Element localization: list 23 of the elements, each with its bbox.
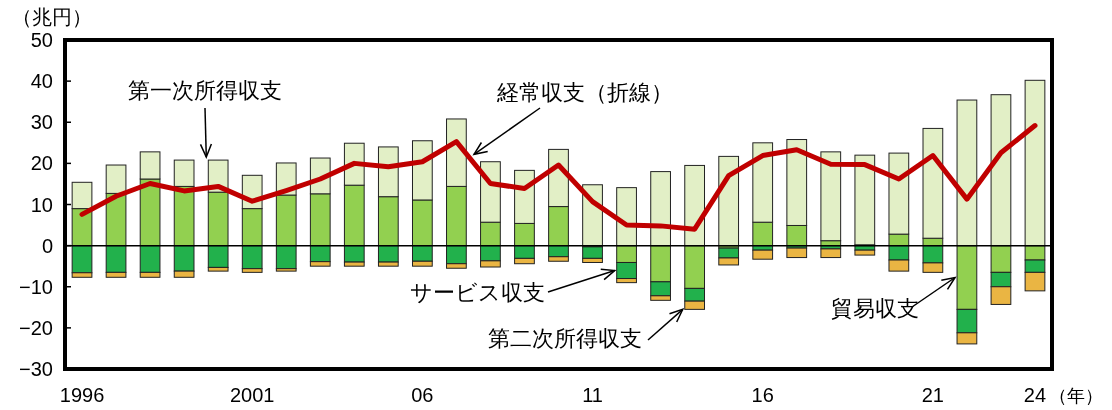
y-tick-label: 50 xyxy=(30,29,53,51)
y-tick-label: 0 xyxy=(41,234,53,257)
x-tick-label: 11 xyxy=(582,384,603,406)
y-tick-label: −20 xyxy=(19,316,53,339)
y-tick-label: 30 xyxy=(30,111,53,134)
x-tick-label: 24 xyxy=(1023,384,1047,406)
series-label: 貿易収支 xyxy=(831,296,919,321)
y-axis-title: （兆円） xyxy=(12,6,92,28)
text: 第一次所得収支 xyxy=(128,78,282,103)
y-tick-label: 40 xyxy=(30,70,53,93)
x-tick-label: 21 xyxy=(921,384,944,406)
x-axis-title: （年） xyxy=(1048,386,1103,406)
y-tick-label: 10 xyxy=(30,193,53,216)
x-tick-label: 16 xyxy=(751,384,774,406)
series-label: サービス収支 xyxy=(410,280,545,305)
x-tick-label: 1996 xyxy=(59,384,105,406)
x-tick-label: 2001 xyxy=(229,384,275,406)
text: 経常収支（折線） xyxy=(496,80,673,105)
y-tick-label: −30 xyxy=(19,358,53,380)
x-tick-label: 06 xyxy=(411,384,434,406)
y-tick-label: 20 xyxy=(30,152,53,175)
series-label: 第二次所得収支 xyxy=(488,326,642,351)
y-tick-label: −10 xyxy=(19,275,53,298)
